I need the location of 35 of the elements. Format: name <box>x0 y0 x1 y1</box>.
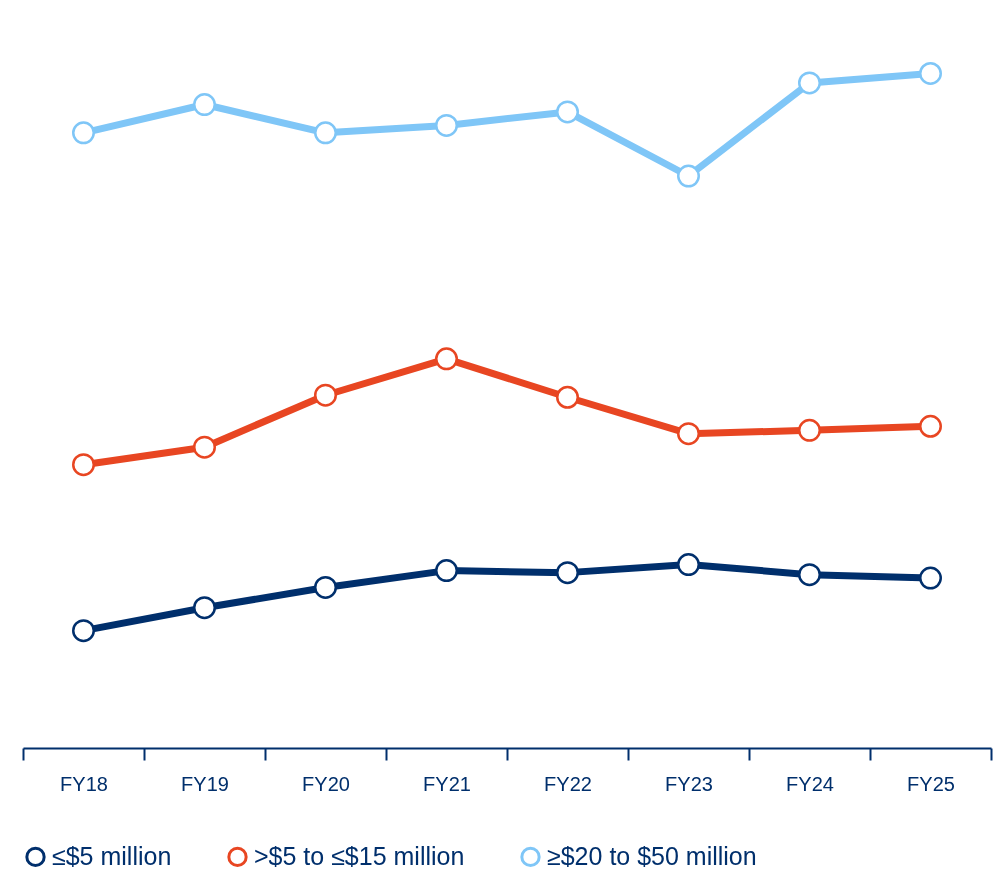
point <box>677 164 700 188</box>
point <box>193 93 216 116</box>
point <box>919 62 942 85</box>
point <box>314 383 337 407</box>
x-tick-label: FY20 <box>302 772 350 795</box>
point <box>798 71 821 95</box>
x-tick-label: FY19 <box>181 772 229 795</box>
x-tick-label: FY25 <box>907 772 955 795</box>
point <box>435 559 458 583</box>
x-tick-label: FY22 <box>544 772 592 795</box>
point <box>919 414 942 438</box>
x-tick-label: FY21 <box>423 772 471 795</box>
point <box>193 435 216 459</box>
point <box>72 453 95 477</box>
legend-label: >$5 to ≤$15 million <box>254 841 465 870</box>
point <box>556 100 579 124</box>
x-tick-label: FY24 <box>786 772 834 795</box>
point <box>314 121 337 145</box>
point <box>435 347 458 371</box>
point <box>677 553 700 577</box>
legend-label: ≥$20 to $50 million <box>547 841 757 870</box>
point <box>677 422 700 446</box>
point <box>314 575 337 599</box>
point <box>919 566 942 590</box>
point <box>556 385 579 409</box>
x-tick-label: FY18 <box>60 772 108 795</box>
point <box>435 113 458 137</box>
point <box>72 121 95 145</box>
point <box>72 619 95 643</box>
x-tick-label: FY23 <box>665 772 713 795</box>
legend-label: ≤$5 million <box>52 841 172 870</box>
point <box>798 418 821 442</box>
point <box>798 563 821 587</box>
point <box>193 596 216 620</box>
point <box>556 561 579 585</box>
